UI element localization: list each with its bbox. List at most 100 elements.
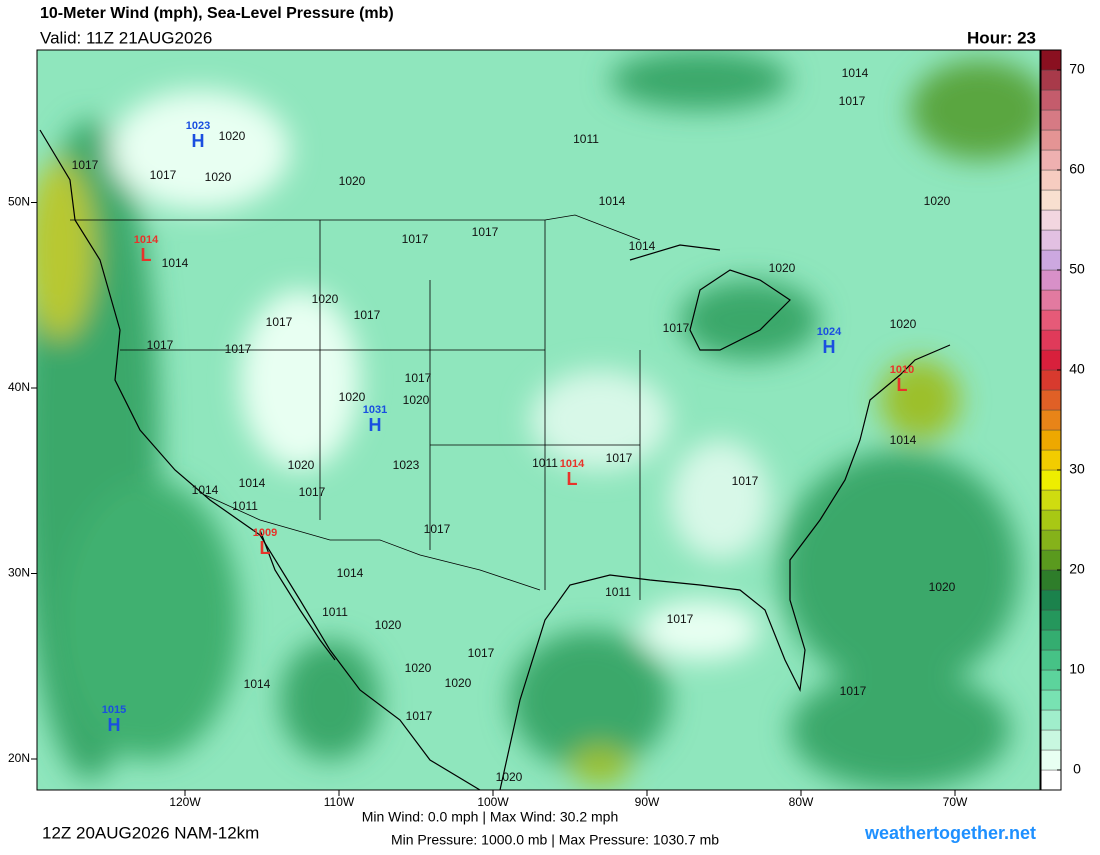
isobar-label: 1017 — [402, 232, 429, 246]
colorbar-segment — [1040, 569, 1062, 591]
isobar-label: 1023 — [393, 458, 420, 472]
isobar-label: 1017 — [147, 338, 174, 352]
isobar-label: 1017 — [732, 474, 759, 488]
isobar-label: 1017 — [840, 684, 867, 698]
isobar-label: 1014 — [244, 677, 271, 691]
map-frame — [36, 49, 1041, 791]
isobar-label: 1020 — [445, 676, 472, 690]
colorbar-label: 30 — [1069, 461, 1085, 477]
colorbar-segment — [1040, 89, 1062, 111]
isobar-label: 1020 — [219, 129, 246, 143]
colorbar-segment — [1040, 409, 1062, 431]
colorbar-segment — [1040, 269, 1062, 291]
isobar-label: 1020 — [403, 393, 430, 407]
colorbar-segment — [1040, 529, 1062, 551]
isobar-label: 1017 — [472, 225, 499, 239]
colorbar-segment — [1040, 769, 1062, 791]
pressure-center-value: 1009 — [253, 527, 277, 539]
valid-time: Valid: 11Z 21AUG2026 — [40, 28, 212, 47]
isobar-label: 1014 — [890, 433, 917, 447]
isobar-label: 1017 — [424, 522, 451, 536]
colorbar-segment — [1040, 189, 1062, 211]
colorbar-segment — [1040, 109, 1062, 131]
colorbar-segment — [1040, 549, 1062, 571]
isobar-label: 1020 — [339, 390, 366, 404]
isobar-label: 1020 — [890, 317, 917, 331]
lat-label: 20N — [8, 751, 30, 765]
colorbar-segment — [1040, 389, 1062, 411]
colorbar-label: 10 — [1069, 661, 1085, 677]
colorbar-segment — [1040, 489, 1062, 511]
colorbar-label: 0 — [1073, 761, 1081, 777]
wind-shading — [37, 50, 1040, 790]
colorbar-label: 20 — [1069, 561, 1085, 577]
colorbar-frame — [1040, 49, 1062, 791]
colorbar-segment — [1040, 69, 1062, 91]
isobar-label: 1020 — [339, 174, 366, 188]
colorbar-segment — [1040, 309, 1062, 331]
pressure-center-symbol: L — [897, 375, 908, 395]
colorbar-segment — [1040, 229, 1062, 251]
isobar-label: 1017 — [72, 158, 99, 172]
isobar-label: 1020 — [288, 458, 315, 472]
colorbar-segment — [1040, 729, 1062, 751]
coastlines — [39, 129, 951, 790]
isobar-label: 1017 — [606, 451, 633, 465]
lat-label: 40N — [8, 380, 30, 394]
title: 10-Meter Wind (mph), Sea-Level Pressure … — [40, 5, 394, 22]
isobar-label: 1020 — [312, 292, 339, 306]
colorbar-segment — [1040, 289, 1062, 311]
isobar-label: 1011 — [532, 456, 558, 470]
isobar-label: 1017 — [663, 321, 690, 335]
lon-label: 90W — [635, 795, 660, 809]
isobar-label: 1020 — [769, 261, 796, 275]
isobar-label: 1014 — [192, 483, 219, 497]
colorbar-segment — [1040, 49, 1062, 71]
colorbar-label: 50 — [1069, 261, 1085, 277]
isobar-label: 1017 — [667, 612, 694, 626]
colorbar-segment — [1040, 349, 1062, 371]
colorbar-segment — [1040, 429, 1062, 451]
colorbar-segment — [1040, 149, 1062, 171]
isobar-label: 1017 — [468, 646, 495, 660]
colorbar-segment — [1040, 669, 1062, 691]
isobar-label: 1014 — [239, 476, 266, 490]
colorbar-label: 70 — [1069, 61, 1085, 77]
wind-stats: Min Wind: 0.0 mph | Max Wind: 30.2 mph — [362, 809, 619, 825]
pressure-center-symbol: H — [192, 131, 205, 151]
pressure-center-symbol: L — [141, 245, 152, 265]
pressure-center-value: 1010 — [890, 364, 914, 376]
isobar-label: 1014 — [842, 66, 869, 80]
isobar-label: 1014 — [629, 239, 656, 253]
isobar-label: 1020 — [929, 580, 956, 594]
pressure-center-value: 1014 — [560, 458, 585, 470]
colorbar-segment — [1040, 129, 1062, 151]
pressure-center-symbol: L — [260, 538, 271, 558]
colorbar-segment — [1040, 329, 1062, 351]
isobar-label: 1017 — [299, 485, 326, 499]
pressure-stats: Min Pressure: 1000.0 mb | Max Pressure: … — [391, 832, 719, 848]
forecast-hour: Hour: 23 — [967, 28, 1036, 47]
lat-label: 50N — [8, 195, 30, 209]
site-credit[interactable]: weathertogether.net — [864, 823, 1036, 843]
isobar-label: 1017 — [405, 371, 432, 385]
colorbar-segment — [1040, 689, 1062, 711]
lon-label: 70W — [943, 795, 968, 809]
colorbar-segment — [1040, 709, 1062, 731]
isobar-label: 1011 — [573, 132, 599, 146]
isobar-label: 1017 — [225, 342, 252, 356]
lat-label: 30N — [8, 566, 30, 580]
colorbar-segment — [1040, 509, 1062, 531]
pressure-center-value: 1031 — [363, 404, 387, 416]
pressure-center-symbol: H — [823, 337, 836, 357]
pressure-center-value: 1014 — [134, 234, 159, 246]
pressure-center-value: 1015 — [102, 704, 126, 716]
isobar-label: 1017 — [839, 94, 866, 108]
model-run: 12Z 20AUG2026 NAM-12km — [42, 823, 259, 842]
isobar-label: 1020 — [205, 170, 232, 184]
lon-label: 110W — [324, 795, 355, 809]
isobar-label: 1014 — [337, 566, 364, 580]
colorbar-segment — [1040, 629, 1062, 651]
colorbar-segment — [1040, 589, 1062, 611]
